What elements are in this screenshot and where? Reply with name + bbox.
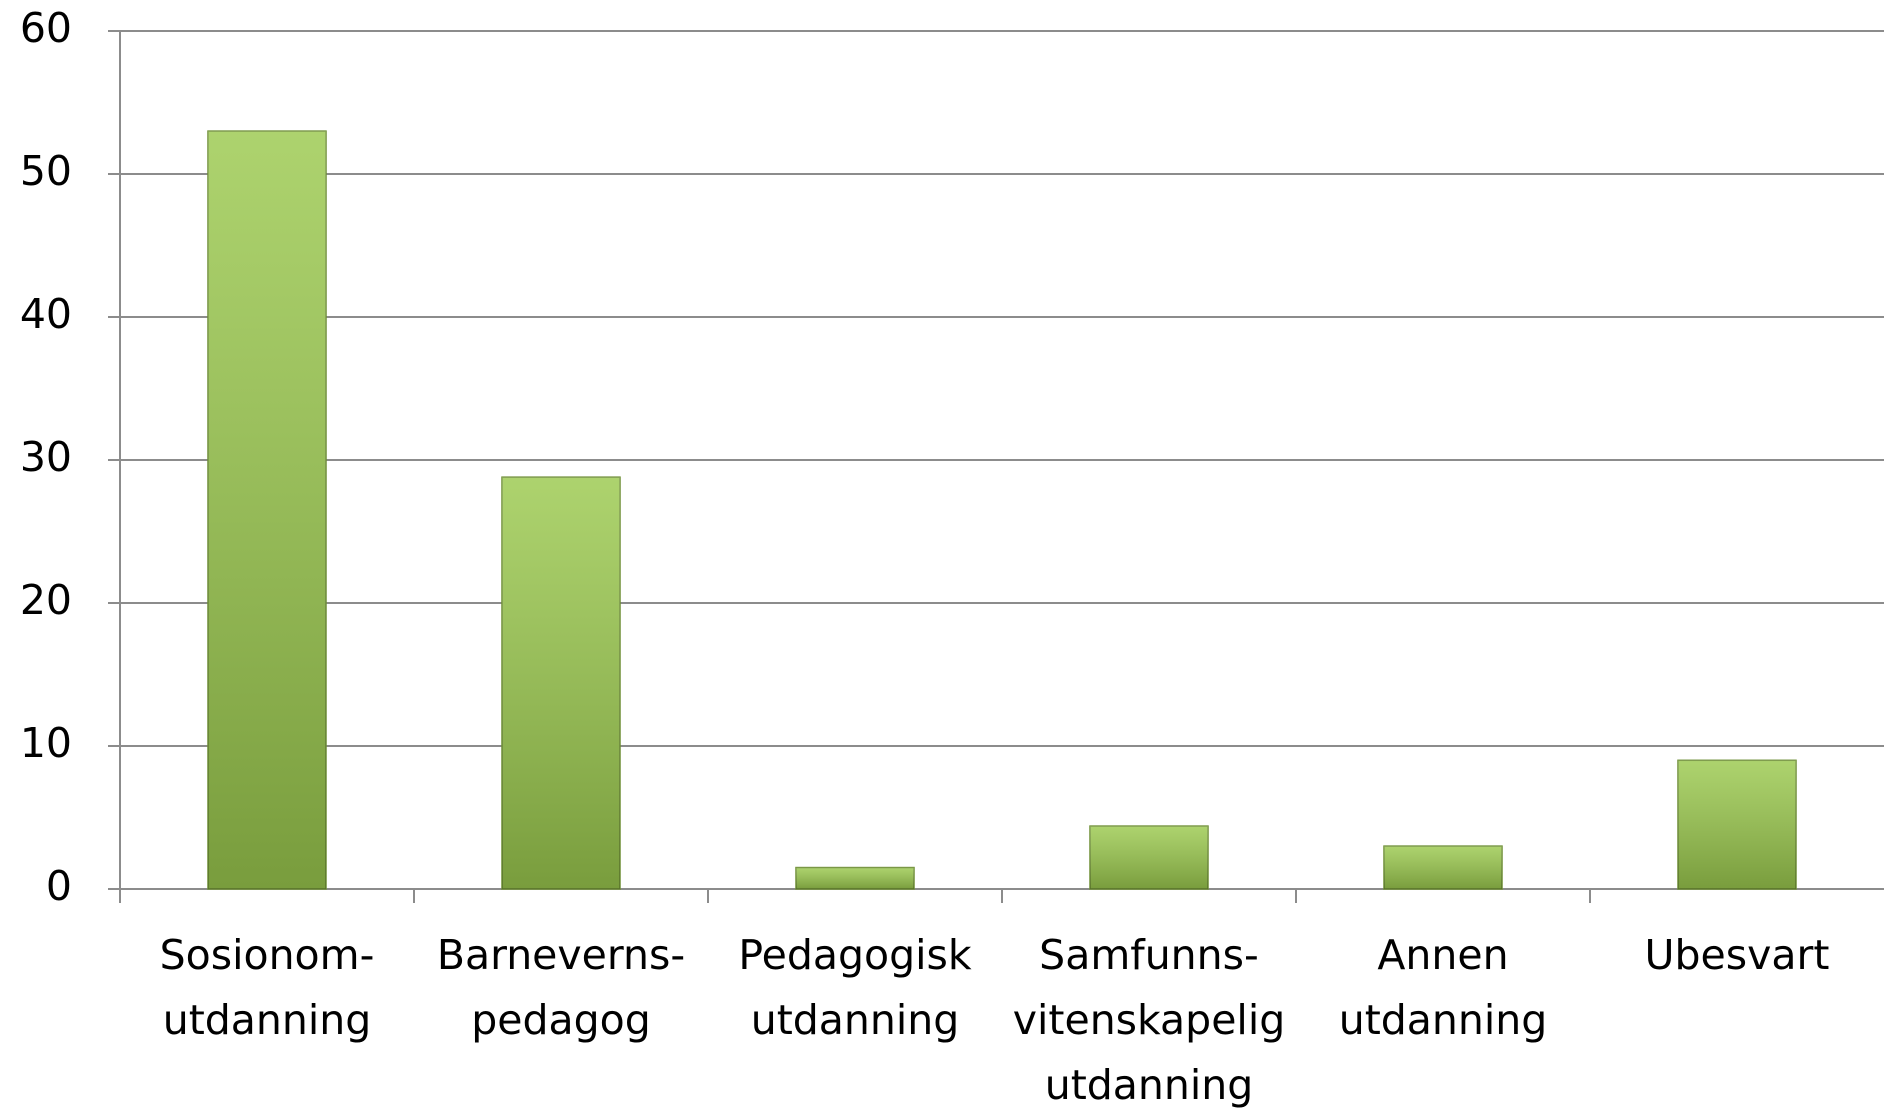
x-tick-label: Annen utdanning: [1339, 931, 1548, 1044]
x-tick-label: Barneverns-pedagog: [437, 931, 685, 1044]
x-tick-label-line: pedagog: [471, 996, 651, 1044]
x-tick-label: Samfunns-vitenskapelig utdanning: [1013, 931, 1286, 1109]
x-tick-label-line: Samfunns-: [1039, 931, 1259, 979]
y-tick-label: 10: [20, 719, 72, 767]
bar-shade: [1384, 846, 1502, 889]
x-tick-label-line: Annen: [1377, 931, 1508, 979]
bar-shade: [208, 131, 326, 890]
x-tick-label-line: Sosionom-: [160, 931, 375, 979]
y-tick-label: 40: [20, 290, 72, 338]
bar-shade: [502, 477, 620, 889]
y-tick-label: 0: [46, 862, 72, 910]
bar-shade: [1090, 826, 1208, 889]
y-tick-label: 30: [20, 433, 72, 481]
x-tick-label-line: utdanning: [1339, 996, 1548, 1044]
x-tick-label-line: vitenskapelig: [1013, 996, 1286, 1044]
x-tick-label: Ubesvart: [1645, 931, 1830, 979]
bar-shade: [796, 867, 914, 889]
y-tick-label: 20: [20, 576, 72, 624]
x-tick-label-line: utdanning: [163, 996, 372, 1044]
y-tick-label: 50: [20, 147, 72, 195]
y-tick-label: 60: [20, 4, 72, 52]
x-tick-label-line: utdanning: [1045, 1061, 1254, 1109]
x-tick-label-line: Ubesvart: [1645, 931, 1830, 979]
x-tick-label: Pedagogisk utdanning: [738, 931, 972, 1044]
bar-shade: [1678, 760, 1796, 889]
x-tick-label-line: Pedagogisk: [738, 931, 972, 979]
x-tick-label: Sosionom-utdanning: [160, 931, 375, 1044]
x-tick-label-line: utdanning: [751, 996, 960, 1044]
x-tick-label-line: Barneverns-: [437, 931, 685, 979]
